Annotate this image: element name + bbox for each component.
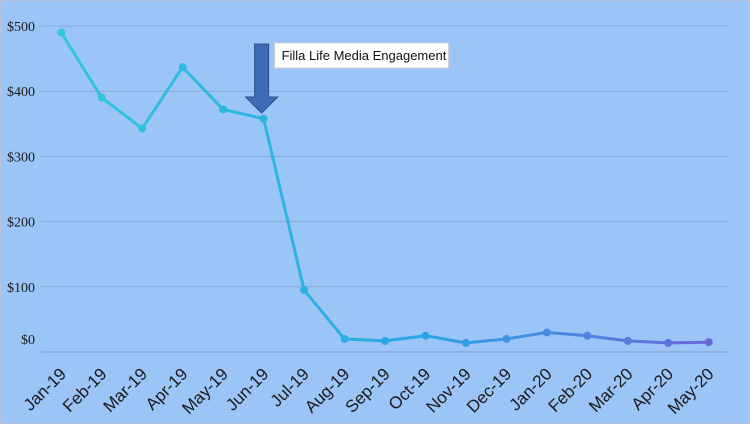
- x-tick-label: Sep-19: [342, 364, 394, 416]
- series-line-layer: [59, 31, 709, 345]
- data-point: [664, 338, 673, 347]
- x-tick-label: Nov-19: [423, 364, 475, 416]
- x-tick-label: Dec-19: [463, 364, 515, 416]
- x-tick-label: Mar-20: [585, 364, 637, 416]
- data-point: [542, 328, 551, 337]
- y-tick-label: $200: [7, 216, 35, 231]
- x-tick-label: Mar-19: [99, 364, 151, 416]
- y-tick-label: $0: [21, 333, 35, 348]
- x-tick-label: Feb-19: [59, 364, 111, 416]
- data-point: [259, 114, 268, 123]
- down-arrow-icon: [244, 43, 279, 114]
- data-point: [340, 334, 349, 343]
- y-tick-label: $100: [7, 281, 35, 296]
- data-point: [583, 331, 592, 340]
- data-point: [138, 124, 147, 133]
- series-line: [59, 31, 709, 345]
- annotation-text: Filla Life Media Engagement: [282, 48, 447, 63]
- y-tick-label: $500: [7, 20, 35, 35]
- x-tick-label: May-19: [178, 364, 232, 418]
- x-axis-ticks: Jan-19Feb-19Mar-19Apr-19May-19Jun-19Jul-…: [20, 364, 718, 418]
- x-tick-label: Feb-20: [545, 364, 597, 416]
- annotation-box: [274, 42, 450, 69]
- y-tick-label: $400: [7, 85, 35, 100]
- x-tick-label: Aug-19: [301, 364, 353, 416]
- data-point: [219, 105, 228, 114]
- y-axis-ticks: $0 $100 $200 $300 $400 $500: [7, 20, 35, 348]
- y-tick-label: $300: [7, 150, 35, 165]
- data-point: [97, 93, 106, 102]
- data-point: [623, 336, 632, 345]
- gridlines: [41, 25, 729, 353]
- data-point: [704, 338, 713, 347]
- data-point: [300, 286, 309, 295]
- data-point: [421, 331, 430, 340]
- data-point: [381, 336, 389, 345]
- annotation: Filla Life Media Engagement: [244, 42, 450, 114]
- data-point: [57, 28, 66, 37]
- data-points: [57, 28, 713, 347]
- x-tick-label: Jun-19: [222, 364, 272, 414]
- data-point: [178, 63, 187, 72]
- data-point: [461, 338, 470, 347]
- x-tick-label: May-20: [664, 364, 718, 418]
- data-point: [502, 334, 511, 343]
